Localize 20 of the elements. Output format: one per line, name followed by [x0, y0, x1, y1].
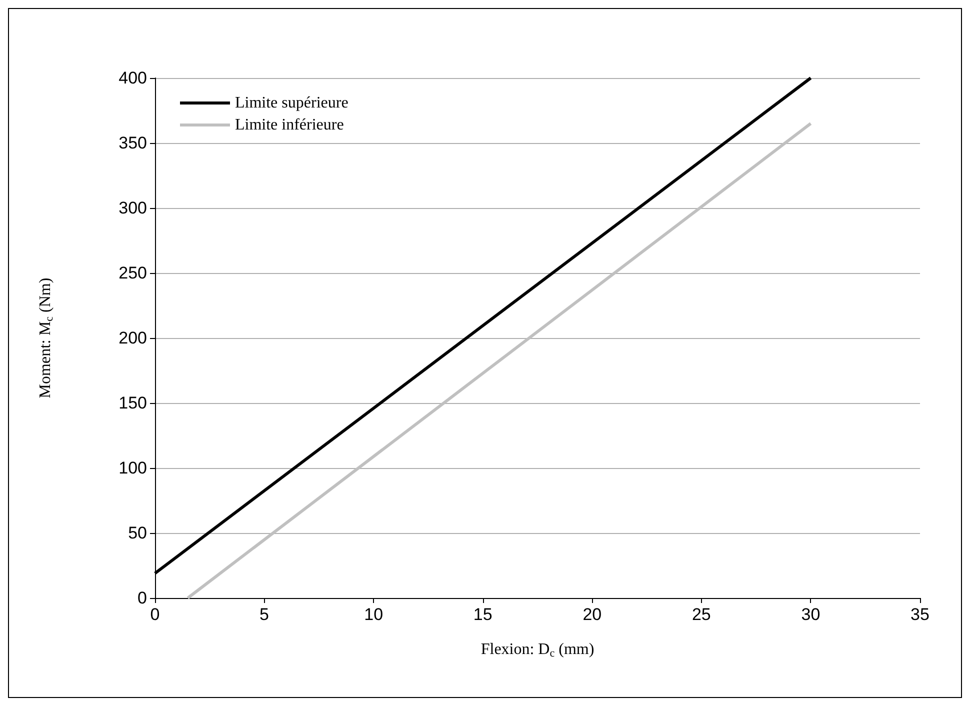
x-tick-label: 30 — [801, 605, 820, 624]
y-tick-label: 100 — [118, 458, 147, 478]
y-tick-label: 150 — [118, 394, 147, 412]
y-tick-label: 200 — [118, 328, 147, 348]
x-tick-label: 5 — [260, 605, 270, 624]
legend-label: Limite inférieure — [235, 116, 344, 134]
y-tick-label: 250 — [118, 264, 147, 282]
y-axis-title: Moment: Mc (Nm) — [37, 278, 56, 398]
x-tick-label: 35 — [910, 605, 930, 624]
x-tick-label: 10 — [364, 605, 384, 624]
y-tick-label: 50 — [128, 524, 147, 542]
y-tick-label: 300 — [118, 198, 147, 218]
x-tick-label: 20 — [582, 605, 602, 624]
y-tick-label: 0 — [138, 588, 147, 608]
y-tick-label: 400 — [118, 68, 147, 88]
x-tick-label: 25 — [692, 605, 711, 624]
x-tick-label: 15 — [473, 605, 492, 624]
y-tick-label: 350 — [118, 134, 147, 152]
legend-label: Limite supérieure — [235, 94, 348, 112]
x-tick-label: 0 — [150, 605, 160, 624]
